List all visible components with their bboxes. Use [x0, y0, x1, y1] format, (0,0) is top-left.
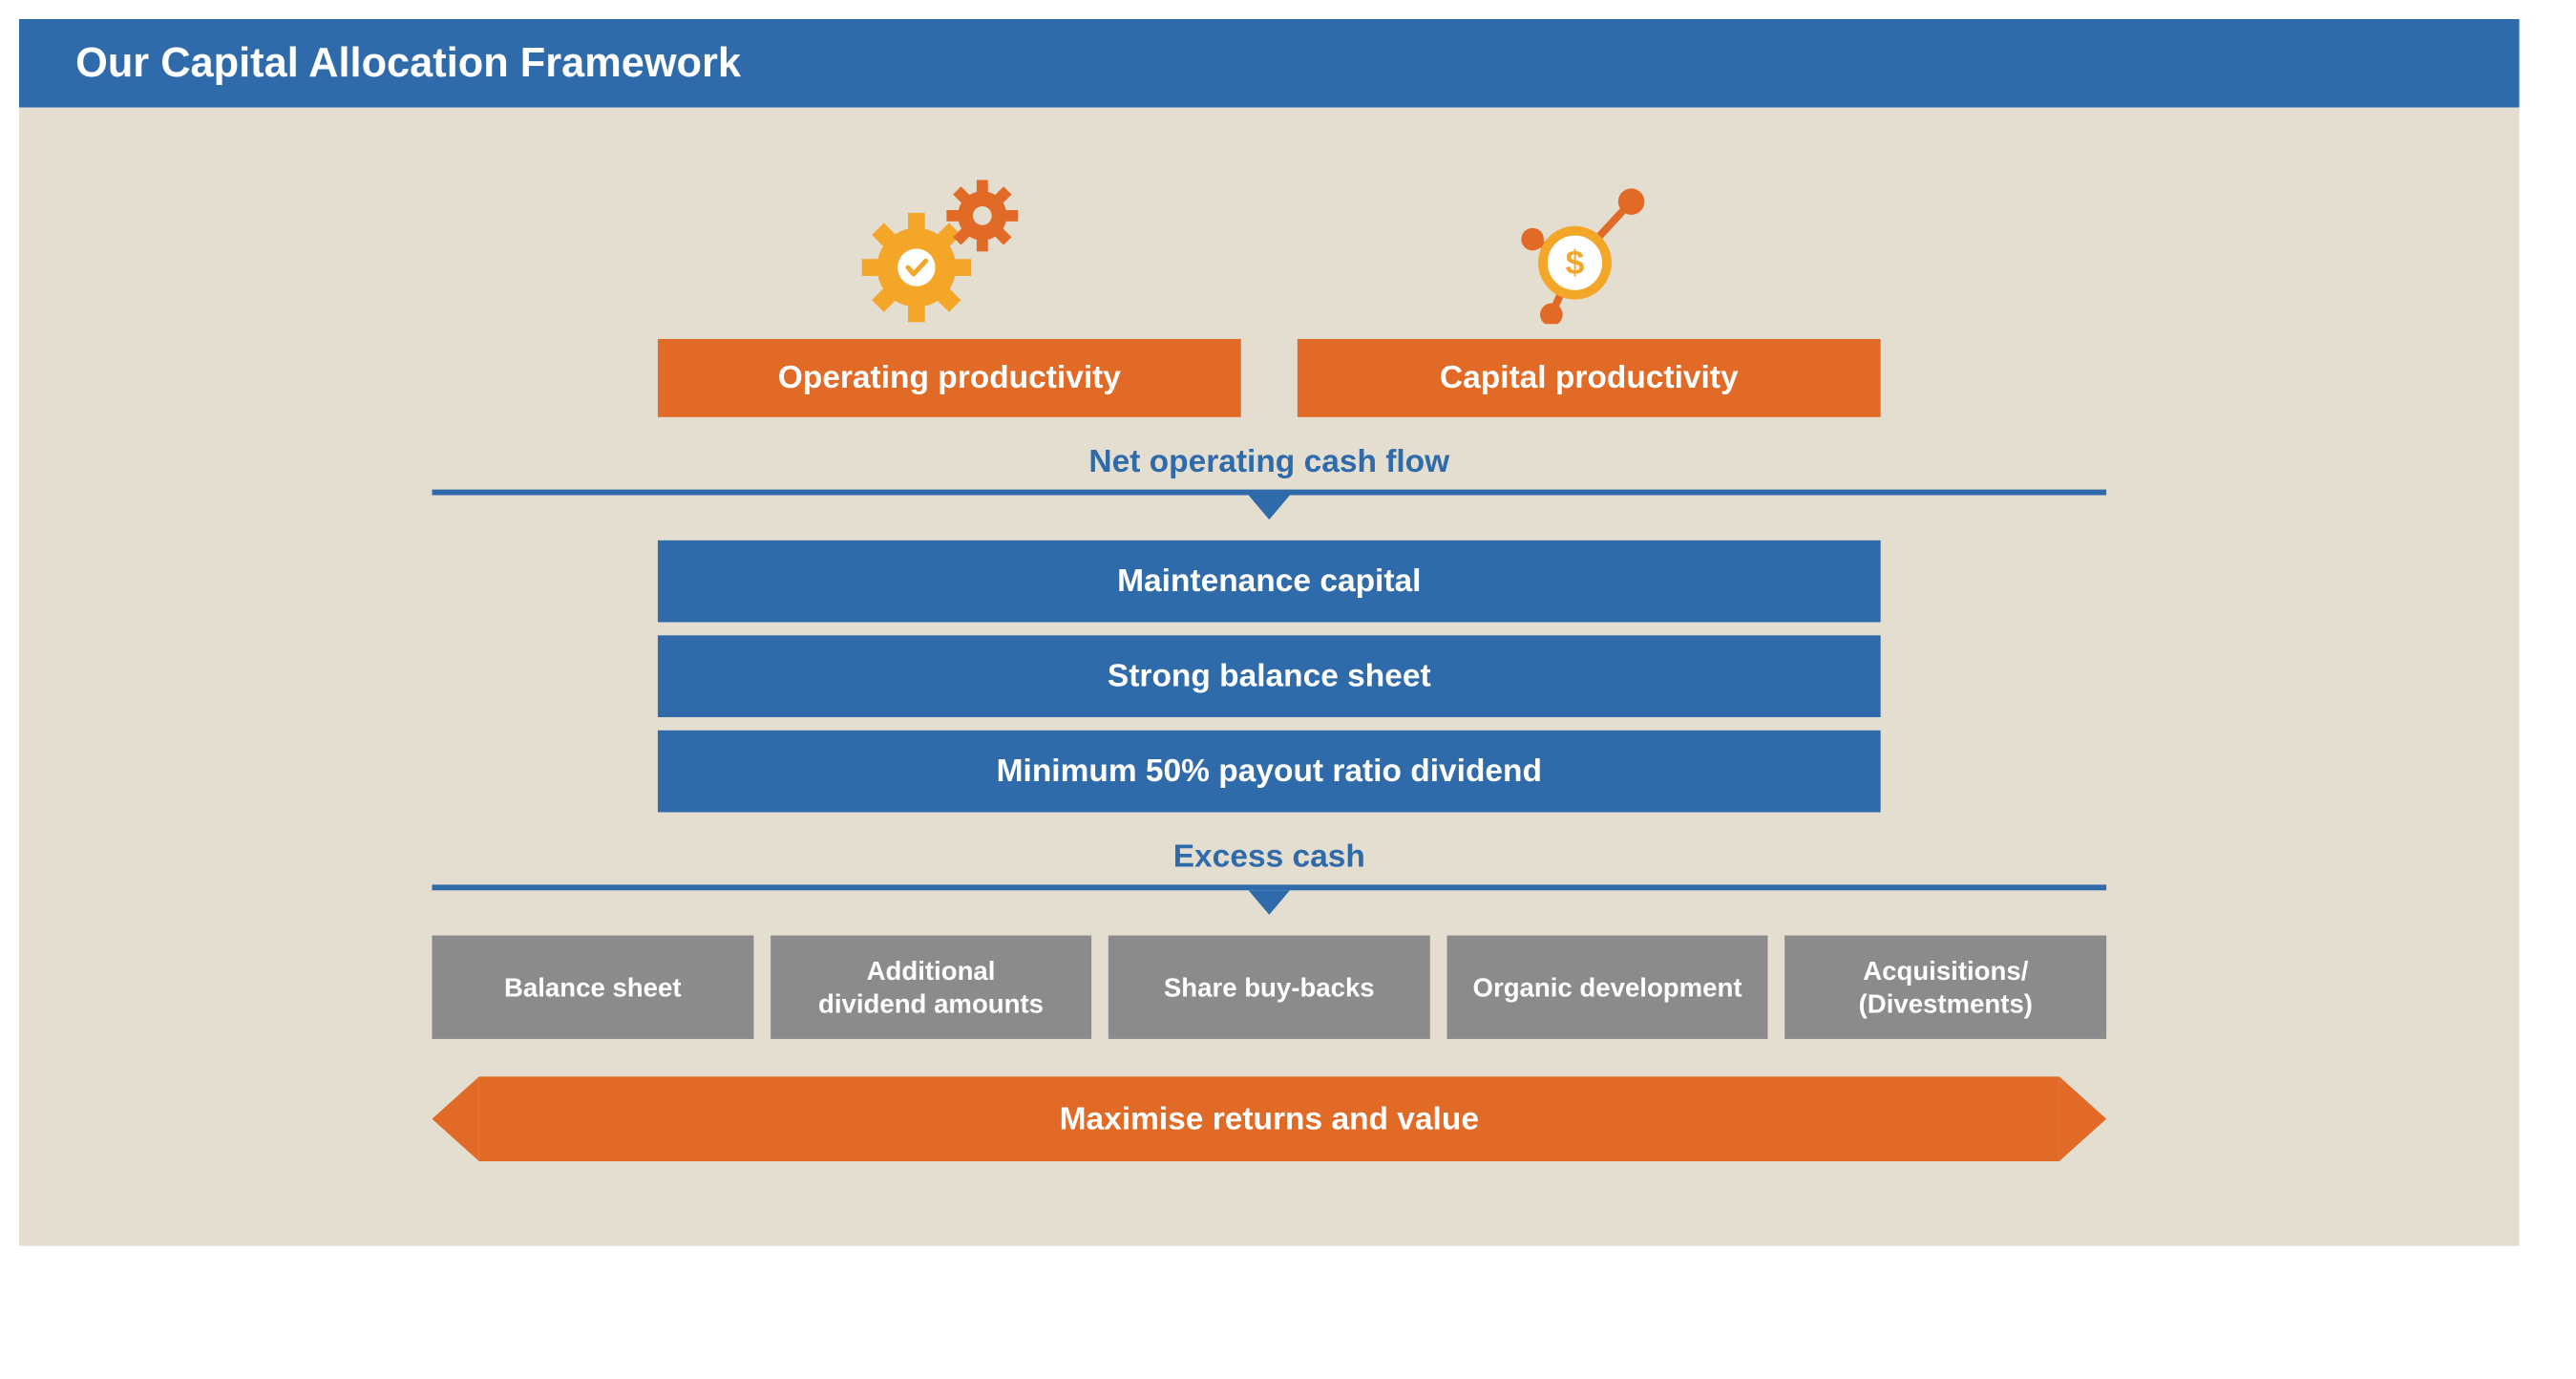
box-label: Acquisitions/(Divestments) [1859, 954, 2033, 1020]
page-title: Our Capital Allocation Framework [75, 40, 741, 86]
divider-arrow-icon [1249, 495, 1290, 520]
box-label: Share buy-backs [1164, 971, 1375, 1004]
share-dollar-icon: $ [1510, 164, 1669, 324]
balance-sheet-option: Balance sheet [432, 936, 753, 1039]
divider-2 [432, 884, 2106, 890]
header-bar: Our Capital Allocation Framework [19, 19, 2520, 108]
maintenance-capital-box: Maintenance capital [658, 541, 1881, 623]
strong-balance-sheet-box: Strong balance sheet [658, 635, 1881, 717]
divider-1 [432, 490, 2106, 496]
box-label: Minimum 50% payout ratio dividend [997, 753, 1542, 788]
acquisitions-option: Acquisitions/(Divestments) [1785, 936, 2107, 1039]
excess-cash-label: Excess cash [75, 838, 2462, 875]
productivity-row: Operating productivity [75, 164, 2462, 417]
box-label: Balance sheet [504, 971, 682, 1004]
box-label: Organic development [1473, 971, 1742, 1004]
banner-body: Maximise returns and value [479, 1076, 2059, 1161]
capital-productivity-column: $ Capital productivity [1298, 164, 1881, 417]
diagram-canvas: Operating productivity [19, 108, 2520, 1246]
gears-check-icon [860, 164, 1039, 324]
box-label: Additionaldividend amounts [818, 954, 1044, 1020]
additional-dividends-option: Additionaldividend amounts [771, 936, 1092, 1039]
arrow-left-icon [432, 1076, 478, 1161]
box-label: Maintenance capital [1117, 562, 1421, 598]
capital-productivity-box: Capital productivity [1298, 339, 1881, 417]
net-cash-label: Net operating cash flow [75, 443, 2462, 479]
operating-productivity-column: Operating productivity [658, 164, 1241, 417]
arrow-right-icon [2059, 1076, 2106, 1161]
svg-text:$: $ [1566, 244, 1585, 282]
organic-development-option: Organic development [1446, 936, 1768, 1039]
box-label: Strong balance sheet [1108, 658, 1431, 693]
operating-productivity-box: Operating productivity [658, 339, 1241, 417]
divider-arrow-icon [1249, 890, 1290, 915]
share-buybacks-option: Share buy-backs [1109, 936, 1430, 1039]
box-label: Capital productivity [1440, 360, 1739, 395]
priority-stack: Maintenance capital Strong balance sheet… [658, 541, 1881, 813]
box-label: Operating productivity [778, 360, 1121, 395]
dividend-payout-box: Minimum 50% payout ratio dividend [658, 731, 1881, 813]
maximise-banner: Maximise returns and value [432, 1076, 2106, 1161]
banner-label: Maximise returns and value [1060, 1100, 1479, 1136]
framework-diagram: Our Capital Allocation Framework [19, 19, 2520, 1246]
excess-cash-options-row: Balance sheet Additionaldividend amounts… [432, 936, 2106, 1039]
